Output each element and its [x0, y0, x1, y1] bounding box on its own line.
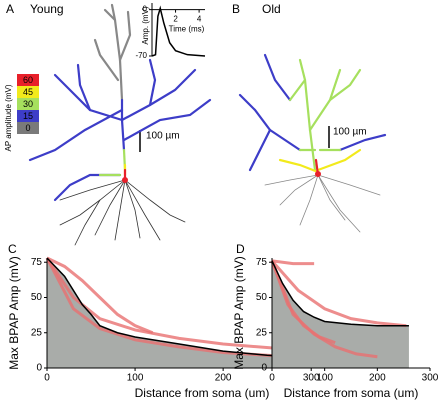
y-tick-label: 0: [143, 5, 148, 14]
panel-label: Young: [30, 2, 64, 16]
x-tick-label: 0: [269, 373, 275, 384]
y-tick-label: 25: [256, 327, 268, 338]
y-tick-label: 0: [36, 363, 42, 374]
x-tick-label: 2: [173, 15, 178, 24]
x-tick-label: 200: [215, 373, 232, 384]
legend-swatch: [17, 98, 39, 110]
legend-label: 60: [23, 75, 33, 85]
y-tick-label: 0: [261, 363, 267, 374]
legend-swatch: [17, 122, 39, 134]
y-tick-label: 75: [31, 257, 43, 268]
y-tick-label: -70: [135, 51, 147, 60]
y-tick-label: 50: [256, 292, 268, 303]
y-axis-label: Max BPAP Amp (mV): [7, 256, 21, 370]
trace: [270, 260, 336, 345]
legend-label: 0: [25, 123, 30, 133]
x-tick-label: 100: [316, 373, 333, 384]
panel-label: Old: [262, 2, 281, 16]
x-tick-label: 300: [422, 373, 439, 384]
panel-letter: A: [6, 2, 14, 16]
panel-letter: C: [8, 242, 17, 256]
legend-swatch: [17, 86, 39, 98]
trace: [46, 256, 154, 335]
x-tick-label: 200: [369, 373, 386, 384]
scale-label: 100 µm: [333, 127, 367, 138]
legend-swatch: [17, 110, 39, 122]
legend-title: AP amplitude (mV): [4, 84, 13, 151]
legend-label: 45: [23, 87, 33, 97]
y-axis-label: Amp. (mV): [141, 6, 150, 45]
y-tick-label: 50: [31, 292, 43, 303]
x-tick-label: 4: [197, 15, 202, 24]
legend-swatch: [17, 74, 39, 86]
area: [272, 260, 409, 368]
x-axis-label: Time (ms): [169, 25, 205, 34]
scale-label: 100 µm: [146, 131, 180, 142]
panel-letter: D: [236, 242, 245, 256]
area: [47, 258, 356, 368]
trace: [271, 259, 315, 266]
legend-label: 15: [23, 111, 33, 121]
trace: [270, 259, 407, 328]
x-axis-label: Distance from soma (um): [135, 386, 270, 400]
mean-line: [151, 5, 206, 57]
neuron-young: [28, 3, 212, 246]
y-tick-label: 75: [256, 257, 268, 268]
panel-letter: B: [232, 2, 240, 16]
y-tick-label: 25: [31, 327, 43, 338]
legend-label: 30: [23, 99, 33, 109]
neuron-old: [238, 53, 387, 233]
y-axis-label: Max BPAP Amp (mV): [232, 256, 246, 370]
x-tick-label: 0: [44, 373, 50, 384]
x-tick-label: 300: [303, 373, 320, 384]
trace: [45, 257, 277, 350]
x-axis-label: Distance from soma (um): [284, 386, 419, 400]
x-tick-label: 100: [127, 373, 144, 384]
mean-line: [271, 260, 409, 327]
